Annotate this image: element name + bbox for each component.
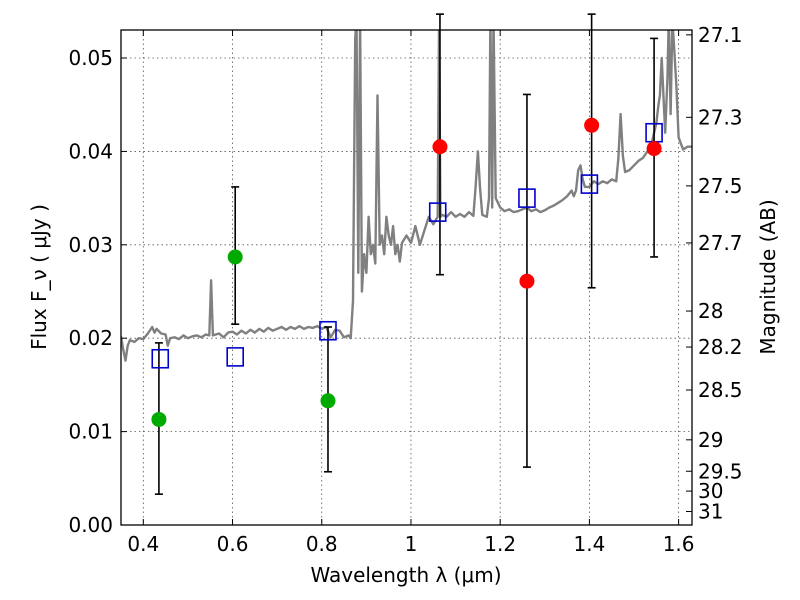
y-axis-label: Flux F_ν ( μJy ) <box>27 204 51 350</box>
x-tick-label: 1.2 <box>484 532 516 556</box>
flux-data-point <box>432 139 448 155</box>
mag-tick-label: 28.2 <box>698 335 743 359</box>
y-tick-label: 0.00 <box>68 513 113 537</box>
model-photometry-square <box>226 347 244 367</box>
mag-tick-label: 27.1 <box>698 23 743 47</box>
flux-data-point <box>519 273 535 289</box>
mag-tick-label: 31 <box>698 500 723 524</box>
mag-tick-label: 28 <box>698 299 723 323</box>
axes-frame <box>120 29 693 526</box>
plot-area <box>121 13 692 495</box>
model-photometry-square <box>580 174 599 194</box>
model-photometry-square <box>319 320 337 341</box>
flux-data-point <box>646 141 662 157</box>
mag-tick-label: 29 <box>698 428 723 452</box>
y-tick-label: 0.04 <box>68 139 113 163</box>
flux-data-point <box>320 393 336 409</box>
flux-data-point <box>584 117 600 133</box>
x-tick-label: 0.4 <box>127 532 159 556</box>
x-axis-label: Wavelength λ (μm) <box>310 563 501 587</box>
mag-tick-label: 27.5 <box>698 174 743 198</box>
model-photometry-square <box>518 188 536 208</box>
mag-tick-label: 30 <box>698 479 723 503</box>
grid <box>121 30 692 525</box>
model-photometry-square <box>151 348 170 369</box>
y2-axis-label: Magnitude (AB) <box>756 199 780 354</box>
x-tick-label: 0.8 <box>306 532 338 556</box>
mag-tick-label: 28.5 <box>698 378 743 402</box>
model-photometry-square <box>428 202 447 222</box>
y-tick-label: 0.05 <box>68 46 113 70</box>
x-tick-label: 0.6 <box>217 532 249 556</box>
x-axis: 0.4 0.6 0.8 1 1.2 1.4 1.6 <box>127 30 695 556</box>
mag-tick-label: 27.7 <box>698 231 743 255</box>
x-tick-label: 1.4 <box>573 532 605 556</box>
y-axis-left: 0.00 0.01 0.02 0.03 0.04 0.05 <box>68 46 127 537</box>
y-tick-label: 0.03 <box>68 233 113 257</box>
spectrum-line <box>121 30 692 362</box>
y-tick-label: 0.02 <box>68 326 113 350</box>
mag-tick-label: 27.3 <box>698 105 743 129</box>
y-tick-label: 0.01 <box>68 420 113 444</box>
flux-data-point <box>227 249 243 265</box>
x-tick-label: 1 <box>405 532 418 556</box>
flux-data-point <box>151 411 167 427</box>
mag-tick-label: 29.5 <box>698 459 743 483</box>
x-tick-label: 1.6 <box>663 532 695 556</box>
